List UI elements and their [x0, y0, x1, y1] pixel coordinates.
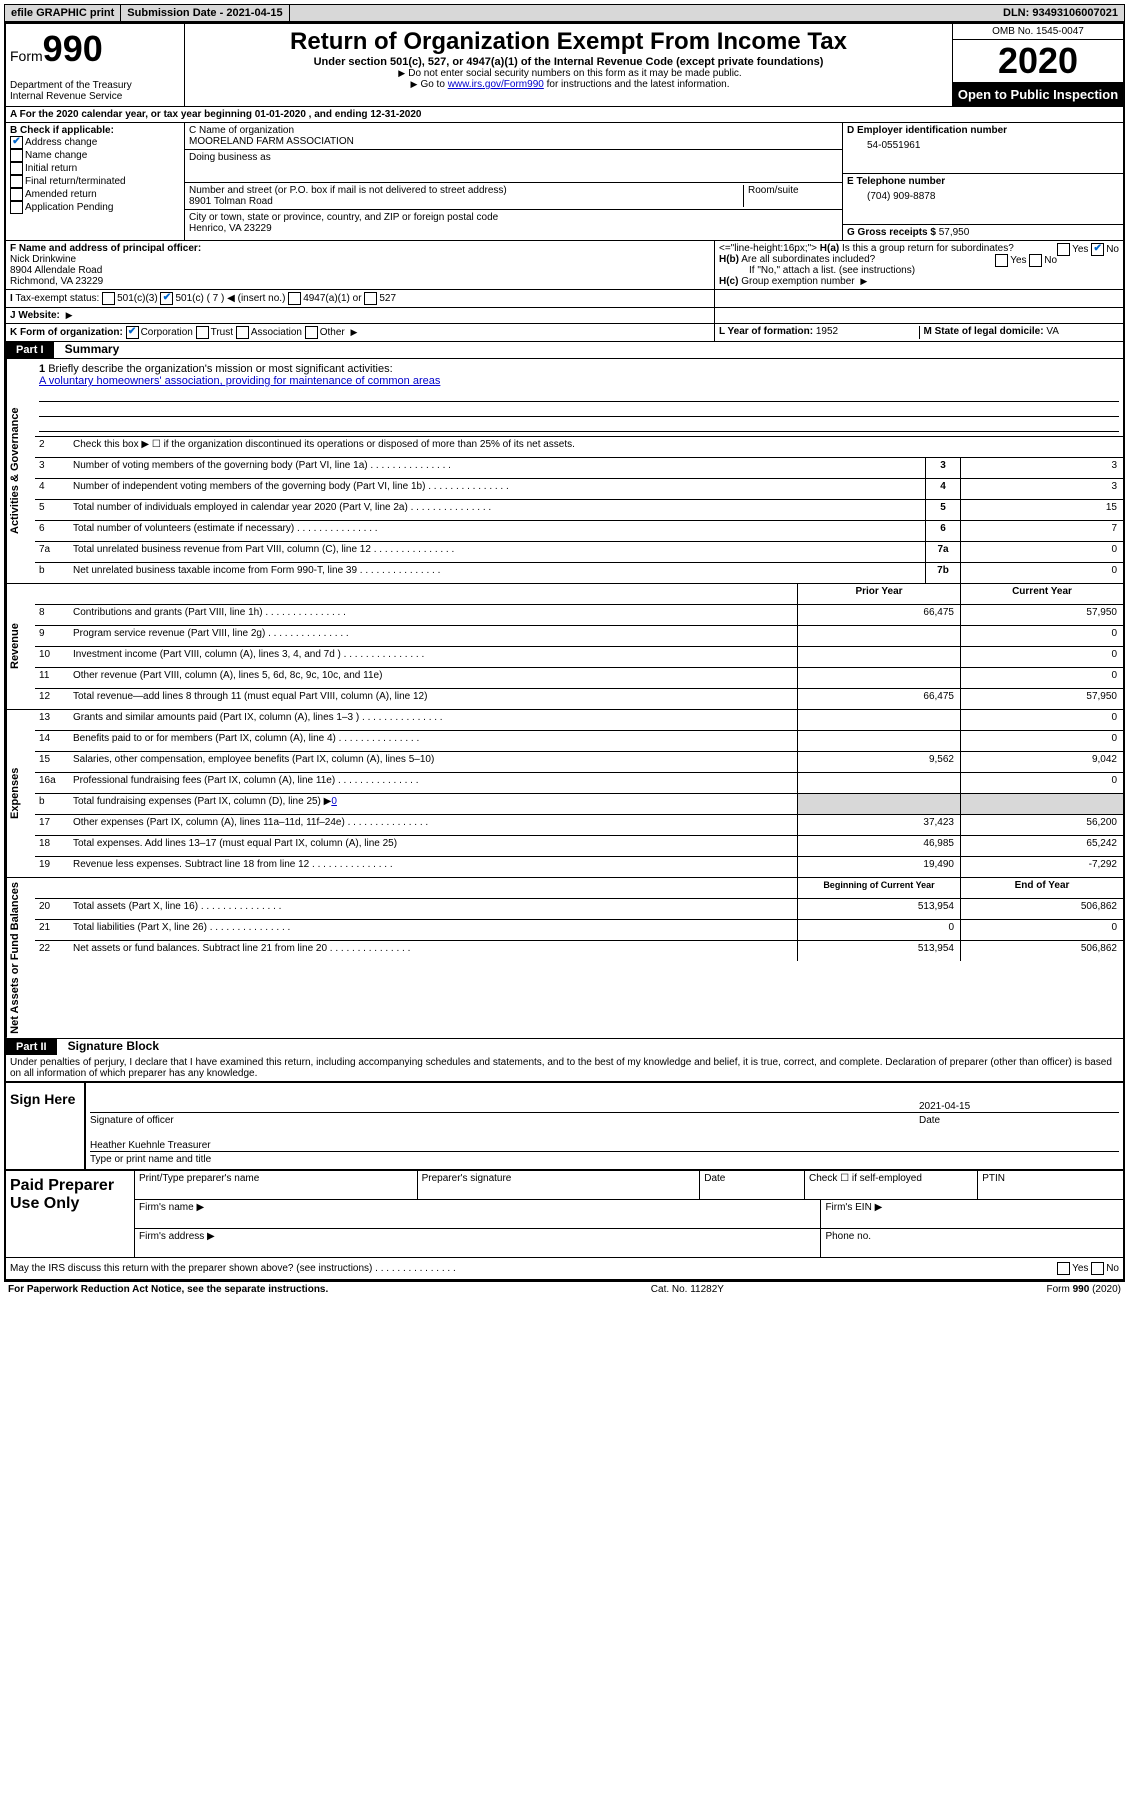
- dln-label: DLN: 93493106007021: [997, 5, 1124, 21]
- discuss-yes-checkbox[interactable]: [1057, 1262, 1070, 1275]
- hb-no-checkbox[interactable]: [1029, 254, 1042, 267]
- tax-exempt-status: I Tax-exempt status: 501(c)(3) 501(c) ( …: [6, 290, 715, 307]
- form-title-box: Return of Organization Exempt From Incom…: [185, 24, 952, 106]
- state-domicile: M State of legal domicile: VA: [920, 326, 1120, 339]
- discuss-no-checkbox[interactable]: [1091, 1262, 1104, 1275]
- declaration-text: Under penalties of perjury, I declare th…: [6, 1055, 1123, 1081]
- ha-yes-checkbox[interactable]: [1057, 243, 1070, 256]
- principal-officer: F Name and address of principal officer:…: [6, 241, 715, 289]
- h-group-return: <="line-height:16px;"> H(a) Is this a gr…: [715, 241, 1123, 289]
- website-row: J Website:: [6, 308, 715, 323]
- assoc-checkbox[interactable]: [236, 326, 249, 339]
- vtab-revenue: Revenue: [6, 584, 35, 709]
- paid-preparer-block: Paid Preparer Use Only Print/Type prepar…: [6, 1169, 1123, 1257]
- form-container: Form990 Department of the Treasury Inter…: [4, 22, 1125, 1281]
- 501c-checkbox[interactable]: [160, 292, 173, 305]
- vtab-netassets: Net Assets or Fund Balances: [6, 878, 35, 1038]
- name-change-checkbox[interactable]: [10, 149, 23, 162]
- initial-return-checkbox[interactable]: [10, 162, 23, 175]
- part1-header-row: Part I Summary: [6, 341, 1123, 358]
- form-id-box: Form990 Department of the Treasury Inter…: [6, 24, 185, 106]
- instructions-link[interactable]: www.irs.gov/Form990: [448, 79, 544, 90]
- trust-checkbox[interactable]: [196, 326, 209, 339]
- form-of-org: K Form of organization: Corporation Trus…: [6, 324, 715, 341]
- l16b-link[interactable]: 0: [331, 796, 337, 807]
- part2-header-row: Part II Signature Block: [6, 1038, 1123, 1055]
- submission-label: Submission Date - 2021-04-15: [121, 5, 289, 21]
- other-checkbox[interactable]: [305, 326, 318, 339]
- col-d-ein: D Employer identification number 54-0551…: [842, 123, 1123, 240]
- row-a: A For the 2020 calendar year, or tax yea…: [6, 106, 1123, 122]
- col-b-checkboxes: B Check if applicable: Address change Na…: [6, 123, 185, 240]
- vtab-governance: Activities & Governance: [6, 359, 35, 583]
- app-pending-checkbox[interactable]: [10, 201, 23, 214]
- efile-label: efile GRAPHIC print: [5, 5, 121, 21]
- amended-checkbox[interactable]: [10, 188, 23, 201]
- 501c3-checkbox[interactable]: [102, 292, 115, 305]
- 527-checkbox[interactable]: [364, 292, 377, 305]
- hb-yes-checkbox[interactable]: [995, 254, 1008, 267]
- footer: For Paperwork Reduction Act Notice, see …: [4, 1281, 1125, 1297]
- vtab-expenses: Expenses: [6, 710, 35, 877]
- year-formation: L Year of formation: 1952: [719, 326, 920, 339]
- ha-no-checkbox[interactable]: [1091, 243, 1104, 256]
- corp-checkbox[interactable]: [126, 326, 139, 339]
- discuss-row: May the IRS discuss this return with the…: [6, 1257, 1123, 1279]
- final-return-checkbox[interactable]: [10, 175, 23, 188]
- col-c-org-info: C Name of organization MOORELAND FARM AS…: [185, 123, 842, 240]
- 4947-checkbox[interactable]: [288, 292, 301, 305]
- top-bar: efile GRAPHIC print Submission Date - 20…: [4, 4, 1125, 22]
- sign-here-block: Sign Here 2021-04-15 Signature of office…: [6, 1081, 1123, 1169]
- year-box: OMB No. 1545-0047 2020 Open to Public In…: [952, 24, 1123, 106]
- mission-link[interactable]: A voluntary homeowners' association, pro…: [39, 375, 440, 387]
- addr-change-checkbox[interactable]: [10, 136, 23, 149]
